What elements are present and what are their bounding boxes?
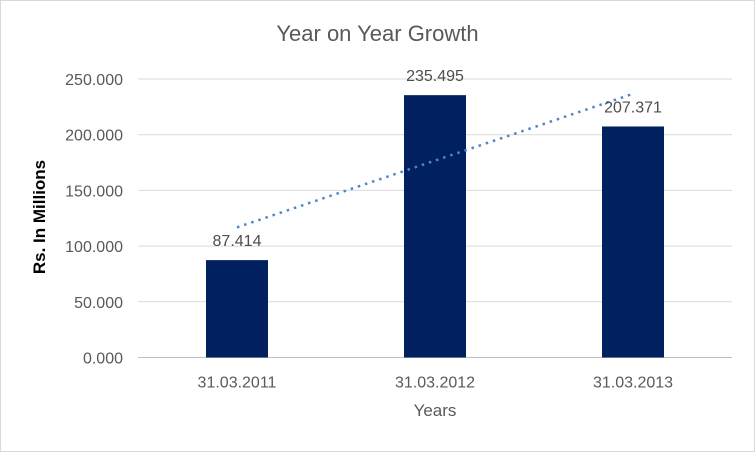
y-tick-label: 50.000 (74, 295, 123, 312)
bar-31.03.2012 (404, 95, 466, 358)
data-label: 87.414 (213, 233, 262, 250)
y-tick-label: 0.000 (83, 351, 123, 368)
x-tick-label: 31.03.2012 (395, 375, 475, 392)
bar-31.03.2013 (602, 126, 664, 358)
x-axis-title: Years (413, 401, 457, 420)
y-tick-label: 100.000 (65, 239, 123, 256)
x-tick-label: 31.03.2013 (593, 375, 673, 392)
bar-31.03.2011 (206, 260, 268, 358)
chart-title: Year on Year Growth (276, 21, 479, 46)
trendline (236, 92, 634, 229)
y-tick-label: 250.000 (65, 72, 123, 89)
y-tick-label: 150.000 (65, 183, 123, 200)
data-label: 235.495 (406, 68, 464, 85)
y-tick-label: 200.000 (65, 128, 123, 145)
x-tick-label: 31.03.2011 (198, 375, 277, 392)
y-axis-title: Rs. In Millions (30, 159, 49, 275)
data-label: 207.371 (604, 99, 662, 116)
